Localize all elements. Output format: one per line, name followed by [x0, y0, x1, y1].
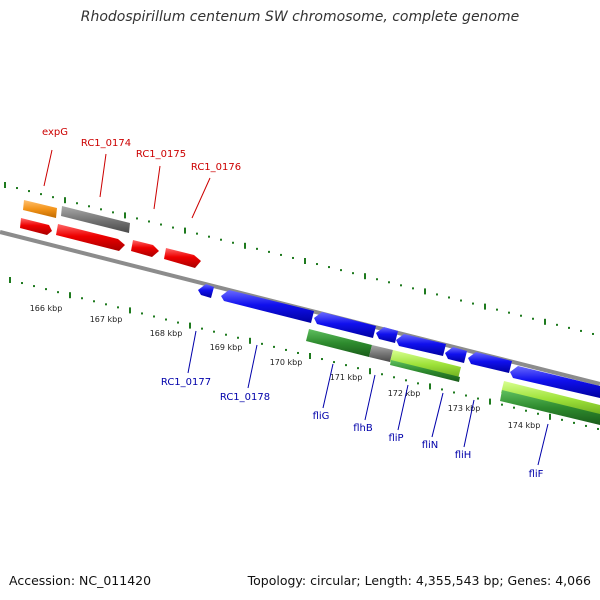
leader-rc1-0176: [191, 177, 211, 219]
leader-rc1-0174: [99, 153, 107, 198]
kbp-label: 172 kbp: [388, 389, 421, 398]
label-flip[interactable]: fliP: [388, 433, 403, 444]
leader-expG: [43, 149, 53, 187]
gene-flin-feature[interactable]: [390, 360, 460, 382]
page-title: Rhodospirillum centenum SW chromosome, c…: [80, 9, 520, 25]
label-flin[interactable]: fliN: [422, 440, 439, 451]
kbp-label: 173 kbp: [448, 404, 481, 413]
gene-expG-arrow[interactable]: [20, 218, 52, 235]
kbp-label: 168 kbp: [150, 329, 183, 338]
gene-flig-feature[interactable]: [306, 329, 372, 357]
kbp-label: 174 kbp: [508, 421, 541, 430]
gene-rc1-0178-arrow[interactable]: [221, 290, 314, 323]
gene-flif-feature-dark[interactable]: [500, 390, 600, 425]
gene-flih-arrow[interactable]: [468, 352, 512, 373]
gene-rc1-0175-arrow[interactable]: [131, 240, 159, 257]
gene-flhb-feature[interactable]: [369, 345, 393, 362]
topology-text: Topology: circular; Length: 4,355,543 bp…: [247, 573, 591, 588]
label-flig[interactable]: fliG: [313, 411, 330, 422]
upper-tick-track: [4, 182, 594, 335]
label-rc1-0177[interactable]: RC1_0177: [161, 377, 211, 388]
leader-flin: [431, 392, 444, 438]
gene-rc1-0176-arrow[interactable]: [164, 248, 201, 268]
gene-flif-arrow[interactable]: [510, 366, 600, 398]
gene-flig-arrow[interactable]: [314, 312, 376, 338]
kbp-label: 166 kbp: [30, 304, 63, 313]
leader-rc1-0175: [153, 165, 161, 210]
gene-flin-arrow[interactable]: [445, 347, 467, 363]
gene-flhb-arrow[interactable]: [376, 327, 398, 343]
label-rc1-0175[interactable]: RC1_0175: [136, 149, 186, 160]
gene-rc1-0174-arrow[interactable]: [56, 224, 125, 251]
gene-rc1-0174-feature[interactable]: [61, 206, 130, 233]
gene-flip-feature[interactable]: [390, 350, 461, 379]
leader-flhb: [364, 374, 376, 421]
accession-text: Accession: NC_011420: [9, 573, 152, 588]
leader-rc1-0177: [187, 330, 197, 374]
label-flih[interactable]: fliH: [455, 450, 472, 461]
leader-flig: [322, 363, 334, 409]
gene-expG-feature[interactable]: [23, 200, 57, 218]
leader-flih: [463, 399, 475, 448]
kbp-label: 170 kbp: [270, 358, 303, 367]
label-rc1-0174[interactable]: RC1_0174: [81, 138, 131, 149]
label-flhb[interactable]: flhB: [353, 423, 373, 434]
label-rc1-0176[interactable]: RC1_0176: [191, 162, 241, 173]
leader-rc1-0178: [247, 344, 258, 389]
leader-flip: [397, 384, 409, 431]
label-flif[interactable]: fliF: [529, 469, 544, 480]
label-expG[interactable]: expG: [42, 127, 68, 138]
gene-rc1-0177-arrow[interactable]: [198, 284, 214, 298]
kbp-label: 167 kbp: [90, 315, 123, 324]
gene-flip-arrow[interactable]: [396, 334, 446, 356]
kbp-label: 169 kbp: [210, 343, 243, 352]
lower-tick-track: [9, 277, 599, 430]
leader-flif: [537, 423, 549, 466]
kbp-label: 171 kbp: [330, 373, 363, 382]
label-rc1-0178[interactable]: RC1_0178: [220, 392, 270, 403]
